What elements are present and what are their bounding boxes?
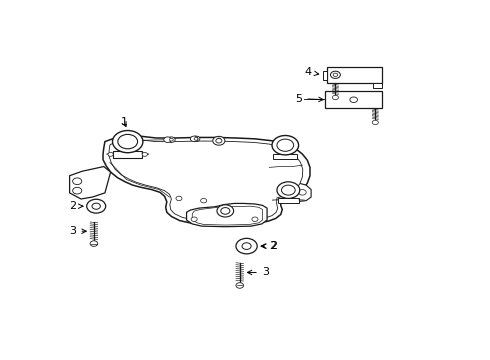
Circle shape	[73, 178, 82, 185]
Bar	[325, 91, 382, 108]
Text: 4: 4	[305, 67, 318, 77]
Circle shape	[272, 135, 298, 155]
Circle shape	[332, 95, 339, 100]
Circle shape	[87, 199, 106, 213]
Circle shape	[118, 134, 138, 149]
Polygon shape	[109, 139, 303, 221]
Circle shape	[217, 138, 220, 141]
Circle shape	[290, 190, 298, 195]
Circle shape	[236, 283, 244, 288]
Bar	[327, 67, 382, 82]
Circle shape	[92, 203, 100, 209]
Text: 1: 1	[121, 117, 127, 127]
Text: 2: 2	[261, 241, 276, 251]
Circle shape	[330, 71, 341, 78]
Circle shape	[108, 152, 113, 156]
Circle shape	[220, 208, 230, 214]
Polygon shape	[103, 135, 310, 224]
Polygon shape	[285, 183, 311, 202]
Circle shape	[190, 136, 198, 141]
Circle shape	[281, 185, 295, 195]
Circle shape	[215, 136, 222, 142]
Circle shape	[372, 120, 378, 125]
Circle shape	[164, 137, 171, 143]
Circle shape	[350, 97, 358, 103]
Bar	[278, 198, 299, 203]
Circle shape	[113, 131, 143, 153]
Circle shape	[170, 138, 173, 141]
Circle shape	[216, 139, 222, 143]
Circle shape	[194, 138, 198, 140]
Text: 5: 5	[295, 94, 323, 104]
Circle shape	[213, 136, 225, 145]
Text: 2: 2	[262, 241, 277, 251]
Circle shape	[217, 205, 234, 217]
Text: 3: 3	[247, 267, 269, 278]
Bar	[273, 153, 297, 159]
Circle shape	[236, 238, 257, 254]
Circle shape	[242, 243, 251, 249]
Circle shape	[252, 217, 258, 221]
Bar	[322, 71, 327, 80]
Circle shape	[168, 137, 175, 143]
Polygon shape	[187, 203, 267, 227]
Circle shape	[191, 217, 197, 221]
Circle shape	[200, 198, 207, 203]
Circle shape	[277, 182, 300, 198]
Circle shape	[73, 187, 82, 194]
Text: 3: 3	[70, 226, 86, 236]
Circle shape	[333, 73, 338, 76]
Circle shape	[142, 152, 147, 156]
Circle shape	[277, 139, 294, 151]
Polygon shape	[70, 167, 111, 199]
Circle shape	[90, 241, 98, 246]
Bar	[113, 151, 142, 158]
Text: 2: 2	[69, 201, 83, 211]
Bar	[372, 82, 382, 87]
Polygon shape	[192, 206, 263, 225]
Circle shape	[192, 136, 200, 141]
Circle shape	[298, 190, 306, 195]
Circle shape	[176, 196, 182, 201]
